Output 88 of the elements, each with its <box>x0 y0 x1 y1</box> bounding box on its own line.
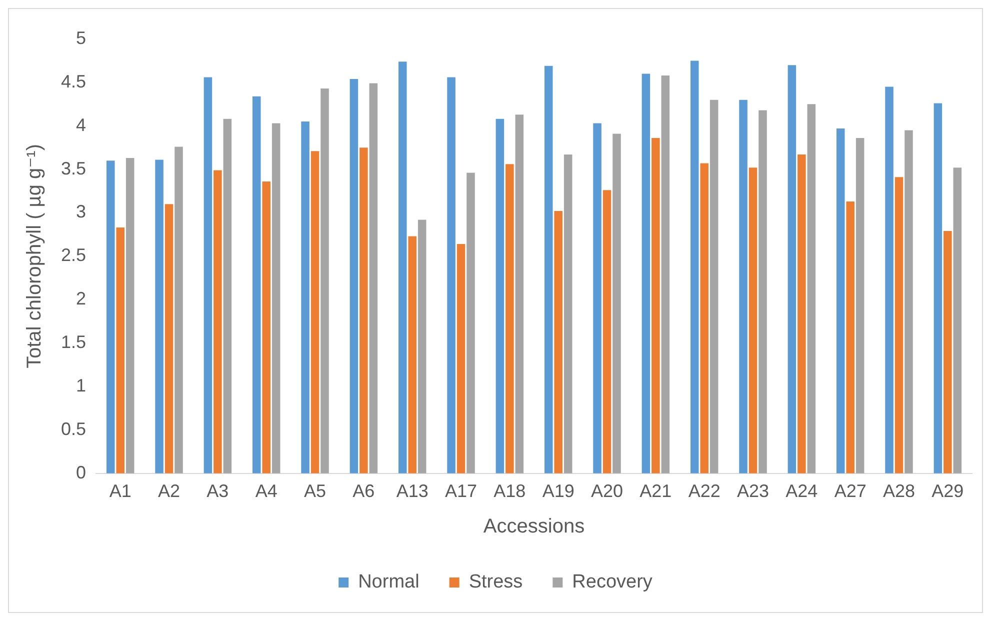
x-tick-label: A4 <box>255 481 278 502</box>
bar <box>544 66 553 474</box>
y-tick-label: 1 <box>76 375 86 396</box>
x-tick-label: A5 <box>304 481 326 502</box>
x-axis-title: Accessions <box>483 516 585 538</box>
bar <box>642 74 650 474</box>
bar <box>894 177 904 474</box>
bar <box>934 103 942 474</box>
y-axis-title: Total chlorophyll ( µg g⁻¹) <box>24 144 46 368</box>
bar <box>408 236 416 474</box>
bar <box>360 148 368 474</box>
x-tick-label: A13 <box>396 481 428 502</box>
x-tick-label: A17 <box>444 481 478 502</box>
bar <box>214 170 222 474</box>
legend-label: Recovery <box>572 572 653 593</box>
bar <box>456 244 466 474</box>
bar <box>506 164 514 474</box>
bar <box>748 168 758 474</box>
bar <box>554 211 562 474</box>
bar <box>602 190 612 474</box>
bar <box>223 118 232 474</box>
bar <box>447 77 456 474</box>
bar <box>418 220 426 474</box>
bar <box>369 83 378 474</box>
bar <box>310 151 320 474</box>
bar <box>564 154 572 474</box>
bar <box>593 123 602 474</box>
bar <box>953 168 962 474</box>
x-tick-label: A2 <box>158 481 180 502</box>
bar <box>350 78 358 474</box>
y-tick-label: 2.5 <box>60 245 86 266</box>
bar <box>496 118 504 474</box>
y-tick-label: 3 <box>76 202 86 222</box>
x-tick-label: A20 <box>590 481 624 502</box>
bar <box>788 65 796 474</box>
bar <box>515 114 524 474</box>
bar <box>690 60 699 474</box>
bar <box>710 100 718 474</box>
bar <box>612 134 621 474</box>
x-tick-label: A23 <box>736 481 770 502</box>
y-tick-label: 0.5 <box>60 418 86 439</box>
x-tick-label: A1 <box>109 481 132 502</box>
bar <box>652 138 660 474</box>
bar <box>155 160 164 474</box>
legend-label: Normal <box>358 572 420 593</box>
x-tick-label: A22 <box>688 481 720 502</box>
bar <box>204 77 212 474</box>
bar <box>856 138 864 474</box>
y-tick-label: 4 <box>76 114 86 135</box>
bar <box>106 160 115 474</box>
x-tick-label: A3 <box>206 481 229 502</box>
bar <box>272 123 280 474</box>
bar <box>739 100 748 474</box>
x-tick-label: A6 <box>352 481 375 502</box>
bar <box>700 163 708 474</box>
bar <box>174 146 183 474</box>
x-tick-label: A24 <box>786 481 818 502</box>
y-tick-label: 2 <box>76 288 86 309</box>
x-tick-label: A18 <box>494 481 526 502</box>
y-tick-label: 1.5 <box>60 332 86 352</box>
x-tick-label: A21 <box>640 481 672 502</box>
bar <box>164 204 174 474</box>
bar <box>885 86 894 474</box>
bar <box>398 62 407 474</box>
bar <box>252 96 261 474</box>
x-tick-label: A28 <box>882 481 916 502</box>
bar <box>807 104 816 474</box>
x-tick-label: A19 <box>542 481 574 502</box>
legend-label: Stress <box>468 572 523 593</box>
bar <box>466 172 475 474</box>
bar <box>126 158 134 474</box>
y-tick-label: 3.5 <box>60 158 86 178</box>
bar <box>846 201 854 474</box>
bar <box>262 181 270 474</box>
y-tick-label: 4.5 <box>60 71 86 92</box>
bar <box>944 231 952 474</box>
y-tick-label: 5 <box>76 28 86 48</box>
bar <box>661 75 670 474</box>
bar <box>301 122 310 474</box>
bar <box>116 228 124 474</box>
y-tick-label: 0 <box>76 462 86 482</box>
bar <box>320 88 329 474</box>
bar <box>904 130 913 474</box>
bar <box>836 128 845 474</box>
bar <box>758 110 767 474</box>
x-tick-label: A27 <box>834 481 866 502</box>
bar <box>798 154 806 474</box>
x-tick-label: A29 <box>932 481 964 502</box>
